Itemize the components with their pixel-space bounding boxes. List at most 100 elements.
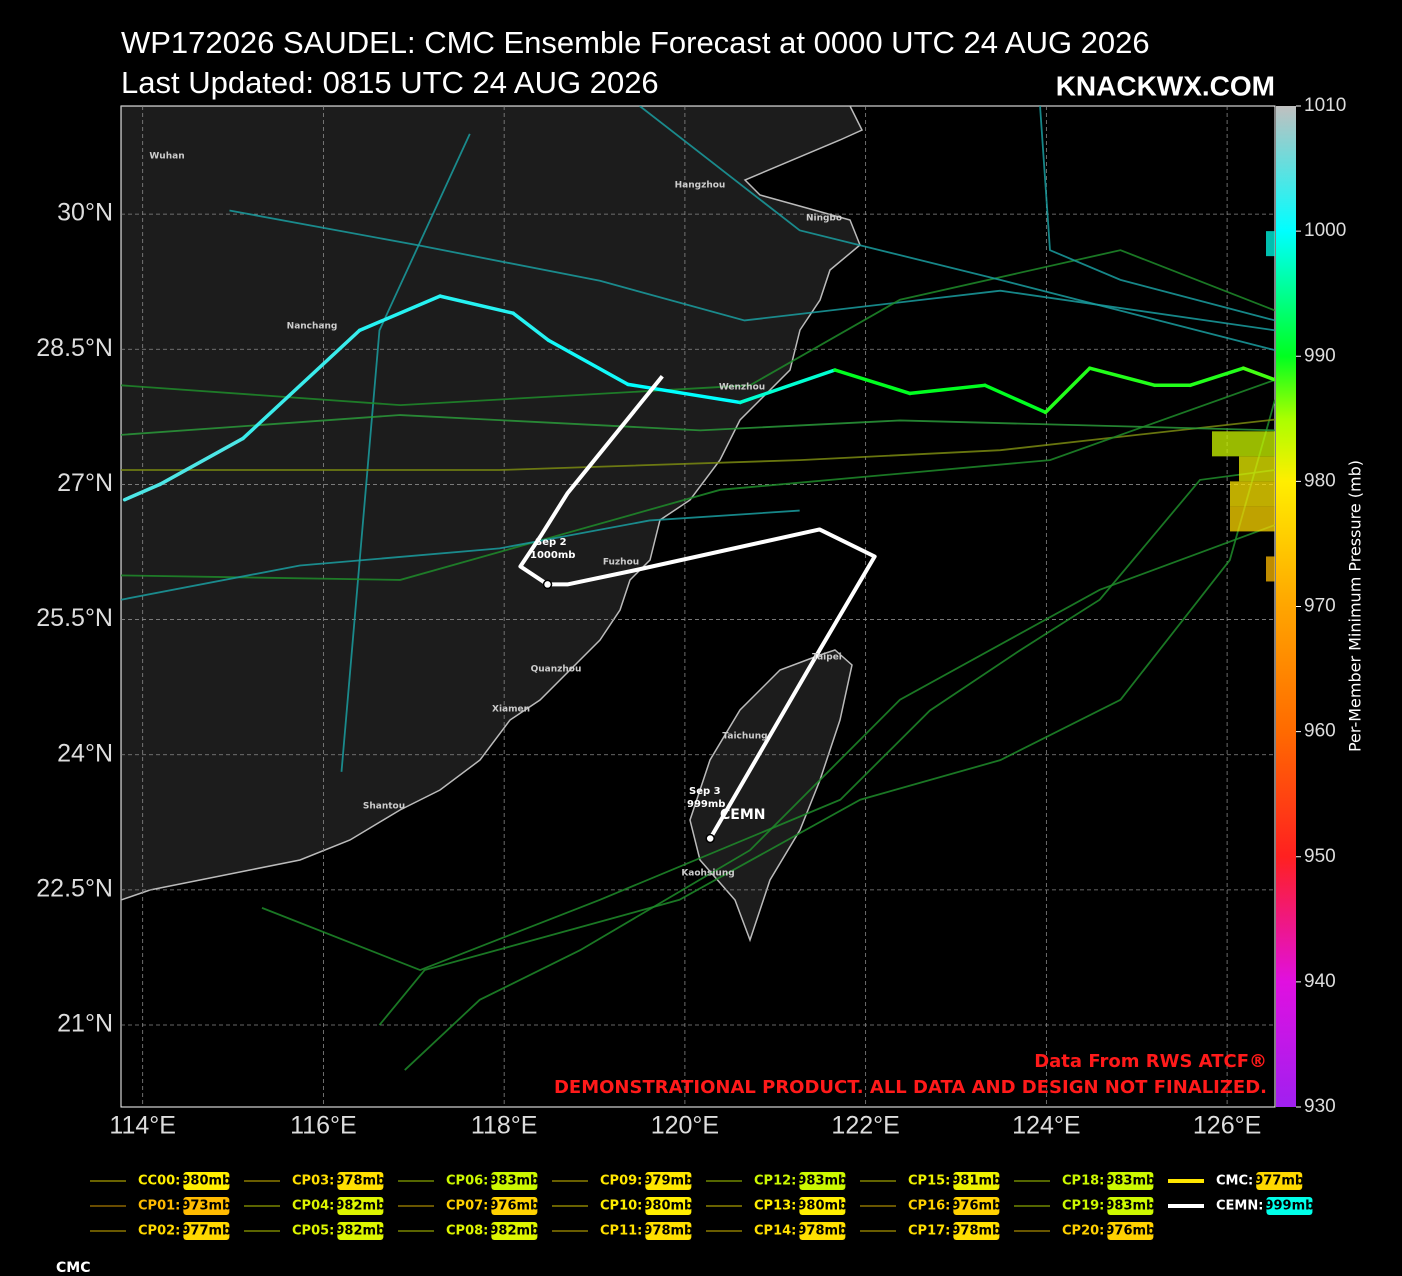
legend-value: 980mb [181,1174,231,1189]
legend-name: CP08: [446,1224,488,1239]
member-track [639,106,1275,352]
subtitle: Last Updated: 0815 UTC 24 AUG 2026 [121,65,659,100]
city: Xiamen [492,705,530,715]
cmc-track-segment [1241,366,1275,382]
legend-name: CP06: [446,1174,488,1189]
legend-value: 976mb [951,1199,1001,1214]
colorbar-tick-label: 930 [1304,1096,1336,1117]
cmc-track-segment [357,294,442,333]
legend-value: 978mb [797,1224,847,1239]
legend-value-box [799,1222,846,1240]
legend-name: CP16: [908,1199,950,1214]
legend-value-box [645,1222,692,1240]
histogram-bar [1212,431,1275,457]
histogram-bar [1266,556,1275,582]
legend-name: CMC: [1216,1174,1253,1189]
city: Fuzhou [603,558,639,568]
y-tick-label: 22.5°N [36,874,113,902]
legend-value: 983mb [797,1174,847,1189]
legend-value: 999mb [1264,1199,1314,1214]
legend-name: CP05: [292,1224,334,1239]
cemn-point [705,833,715,844]
legend-value-box [799,1172,846,1190]
site: KNACKWX.COM [1056,70,1275,101]
legend-value-box [491,1172,538,1190]
member-track [121,509,800,601]
legend-value-box [1107,1222,1154,1240]
legend-value: 973mb [181,1199,231,1214]
x-tick-label: 122°E [831,1112,899,1140]
legend-value-box [645,1197,692,1215]
y-tick-label: 28.5°N [36,334,113,362]
legend-value: 983mb [1105,1199,1155,1214]
city: Hangzhou [675,181,726,191]
legend-value-box [1107,1172,1154,1190]
cmc-track-segment [908,383,987,396]
member-track [121,418,1275,471]
y-tick-label: 27°N [57,469,113,497]
legend-value-box [1107,1197,1154,1215]
histogram-bar [1239,456,1275,482]
land [121,106,864,943]
cmc-track-segment [626,382,742,405]
annotation: 999mb [687,799,725,810]
legend-value-box [337,1172,384,1190]
legend-name: CP10: [600,1199,642,1214]
china-coast [121,106,864,901]
legend-name: CP03: [292,1174,334,1189]
legend-name: CP15: [908,1174,950,1189]
cmc-track-segment [1043,366,1092,415]
cmc-track-segment [438,294,515,315]
y-tick-label: 21°N [57,1010,113,1038]
member-track [404,524,1275,1071]
member-track [121,249,1275,407]
cmc-track-segment [983,383,1048,415]
legend-value-box [183,1222,230,1240]
city: Wuhan [149,152,184,162]
legend-name: CP09: [600,1174,642,1189]
histogram-bar [1230,481,1275,507]
colorbar-tick-label: 950 [1304,846,1336,867]
member-track [229,209,1275,332]
cmc-track-segment [833,368,912,396]
legend-value-box [1256,1172,1303,1190]
taiwan-coast [689,649,853,943]
x-tick-label: 124°E [1012,1112,1080,1140]
histogram-bar [1230,506,1275,532]
legend-value: 977mb [181,1224,231,1239]
legend-value: 981mb [951,1174,1001,1189]
cmc-track-segment [122,482,162,502]
legend-name: CP18: [1062,1174,1104,1189]
legend-value-box [799,1197,846,1215]
colorbar-label: Per-Member Minimum Pressure (mb) [1346,460,1365,752]
legend-value-box [1266,1197,1313,1215]
x-tick-label: 116°E [290,1112,357,1140]
city: Kaohsiung [681,869,734,879]
legend-name: CEMN: [1216,1199,1263,1214]
legend-value: 982mb [335,1224,385,1239]
colorbar-tick-label: 940 [1304,971,1336,992]
legend-name: CP07: [446,1199,488,1214]
member-track [378,399,1275,1026]
member-track [121,414,1275,436]
legend-value-box [953,1222,1000,1240]
colorbar-tick-label: 990 [1304,345,1336,366]
legend-name: CP02: [138,1224,180,1239]
colorbar-tick-label: 960 [1304,721,1336,742]
cmc-track-segment [158,436,245,487]
legend-value: 980mb [797,1199,847,1214]
y-tick-label: 24°N [57,739,113,767]
cmc-track-segment [511,311,551,343]
colorbar-tick-label: 1000 [1304,220,1346,241]
legend-name: CP17: [908,1224,950,1239]
member-track [261,469,1275,972]
annotation: CEMN [720,807,766,823]
cmc-track-segment [738,368,837,405]
tracks [121,106,1275,1071]
legend-value: 978mb [643,1224,693,1239]
footer: CMC [56,1260,90,1276]
x-tick-label: 118°E [471,1112,538,1140]
